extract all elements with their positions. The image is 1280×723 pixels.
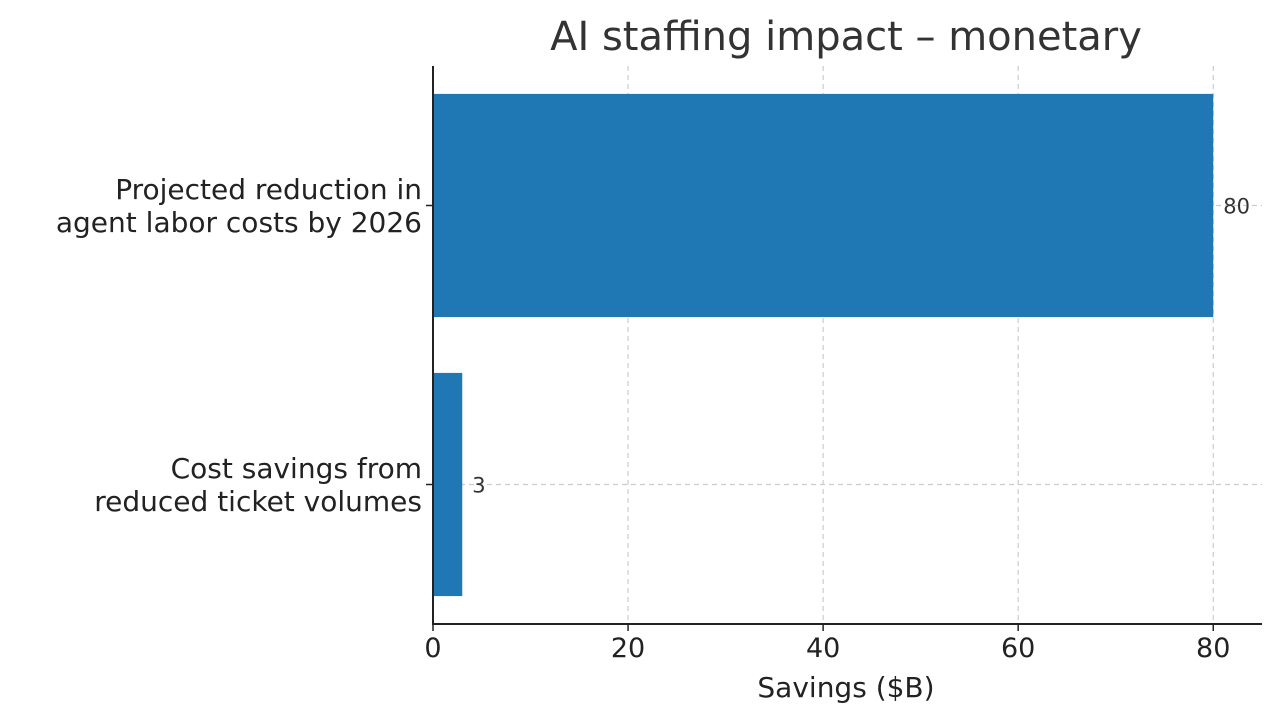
x-tick-label: 80	[1196, 633, 1230, 664]
category-label: Cost savings from	[171, 452, 422, 485]
x-axis-label: Savings ($B)	[757, 671, 934, 704]
category-label: agent labor costs by 2026	[56, 206, 422, 239]
bar	[433, 93, 1214, 318]
chart-title: AI staffing impact – monetary	[550, 14, 1142, 60]
axes	[426, 66, 1262, 631]
value-label: 3	[472, 474, 485, 498]
category-label: Projected reduction in	[115, 173, 422, 206]
x-tick-label: 20	[611, 633, 645, 664]
x-tick-label: 60	[1001, 633, 1035, 664]
x-tick-label: 40	[806, 633, 840, 664]
bar	[433, 372, 463, 597]
value-label: 80	[1223, 195, 1250, 219]
category-label: reduced ticket volumes	[94, 485, 422, 518]
x-tick-label: 0	[424, 633, 441, 664]
bars	[433, 93, 1214, 597]
